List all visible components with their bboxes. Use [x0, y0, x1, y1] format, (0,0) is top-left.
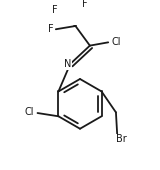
- Text: F: F: [83, 0, 88, 9]
- Text: N: N: [64, 59, 71, 69]
- Text: F: F: [48, 24, 53, 34]
- Text: Cl: Cl: [25, 107, 34, 117]
- Text: Cl: Cl: [111, 37, 121, 47]
- Text: F: F: [52, 5, 57, 15]
- Text: Br: Br: [116, 134, 127, 144]
